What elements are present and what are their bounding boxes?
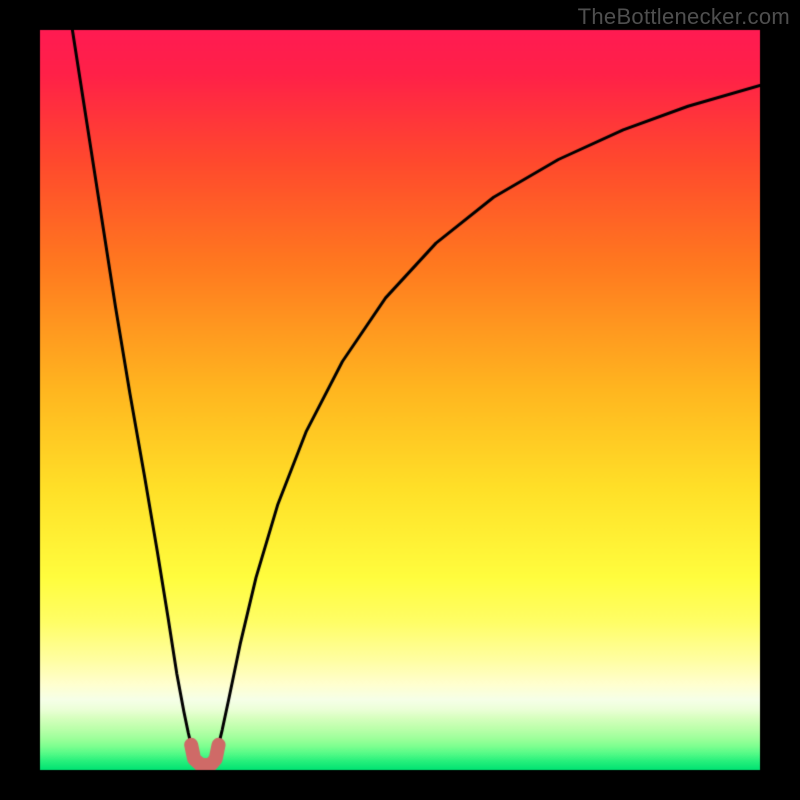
chart-stage: TheBottlenecker.com: [0, 0, 800, 800]
watermark-label: TheBottlenecker.com: [578, 4, 790, 30]
bottleneck-curve-chart: [0, 0, 800, 800]
